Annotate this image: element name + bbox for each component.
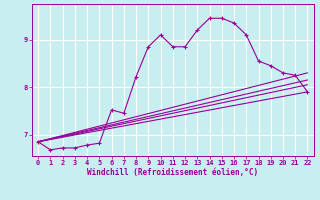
X-axis label: Windchill (Refroidissement éolien,°C): Windchill (Refroidissement éolien,°C) [87, 168, 258, 177]
